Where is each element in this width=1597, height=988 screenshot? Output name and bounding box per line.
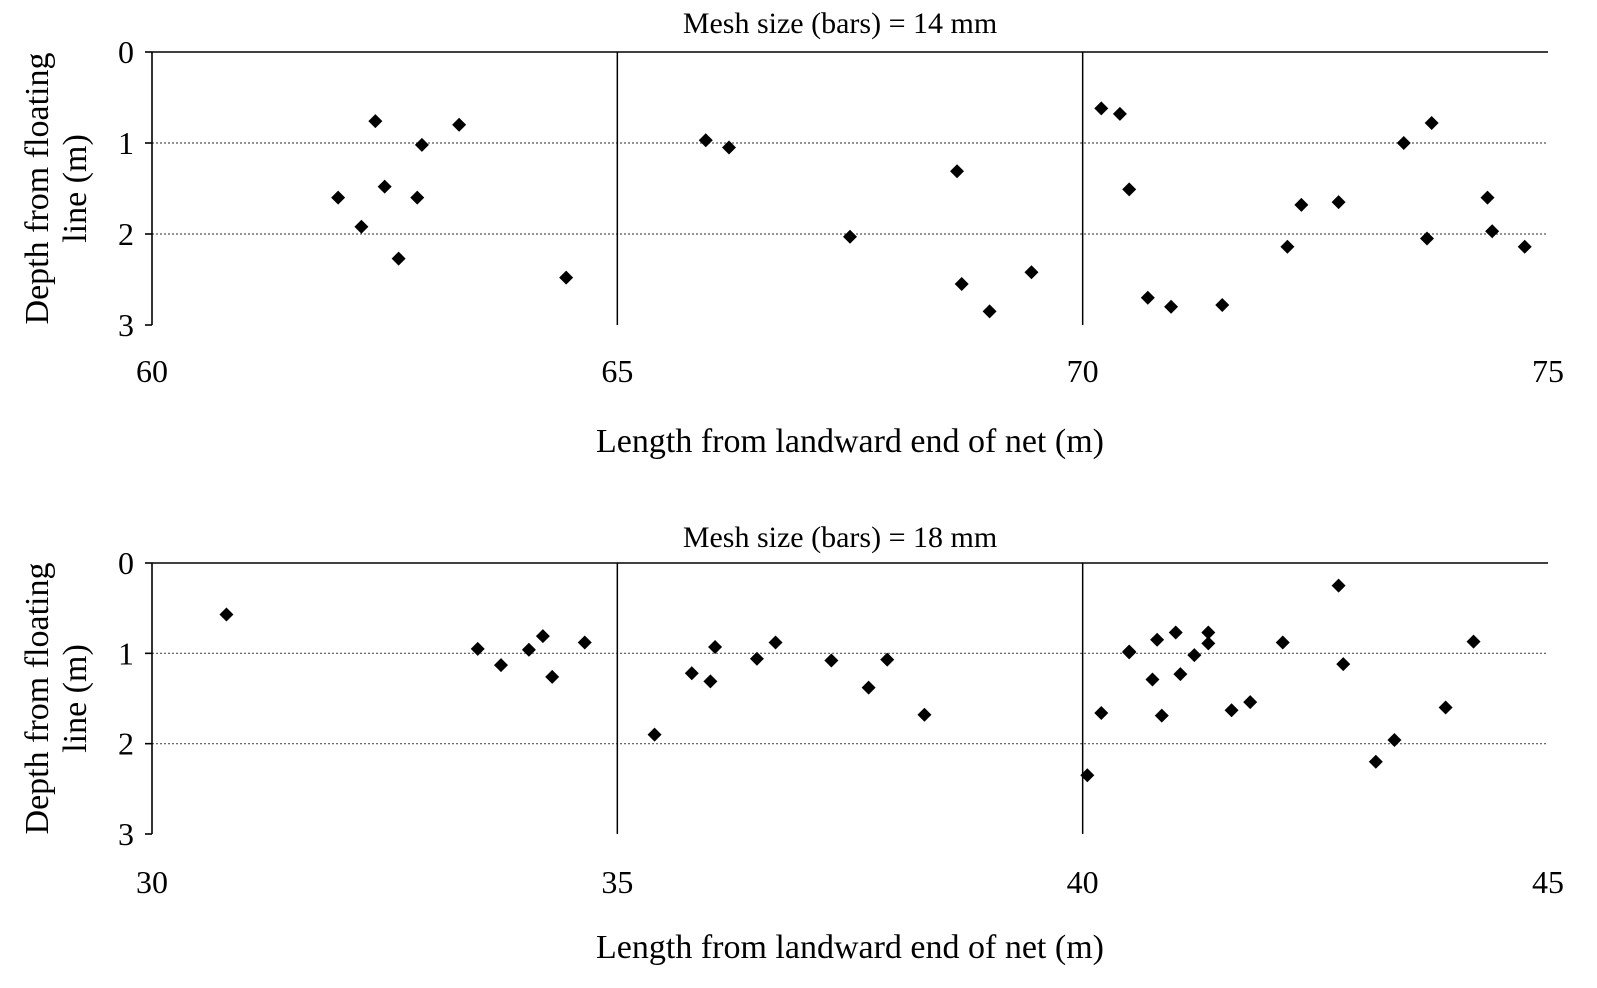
data-point	[1420, 231, 1435, 246]
data-point	[410, 190, 425, 205]
data-point	[494, 658, 508, 673]
data-point	[545, 669, 560, 684]
x-tick-label: 30	[136, 864, 168, 900]
data-point	[354, 219, 369, 234]
data-point	[1485, 224, 1500, 239]
y-axis-label: Depth from floating	[19, 563, 56, 835]
data-point	[521, 642, 536, 657]
data-point	[708, 640, 723, 655]
y-axis-label: line (m)	[57, 644, 94, 753]
data-point	[1024, 265, 1039, 280]
data-point	[1331, 195, 1346, 210]
data-point	[219, 607, 234, 622]
data-point	[414, 137, 429, 152]
data-point	[647, 727, 662, 742]
x-tick-label: 75	[1532, 353, 1564, 389]
data-point	[452, 117, 467, 132]
data-point	[950, 164, 965, 179]
x-tick-label: 70	[1067, 353, 1099, 389]
data-point	[917, 707, 932, 722]
data-point	[1517, 239, 1532, 254]
data-point	[1438, 700, 1453, 715]
data-point	[698, 133, 713, 148]
y-tick-label: 0	[118, 545, 134, 581]
data-point	[880, 652, 895, 667]
chart-title: Mesh size (bars) = 18 mm	[683, 521, 997, 554]
data-point	[1387, 733, 1402, 748]
data-point	[1396, 136, 1411, 150]
data-point	[1164, 299, 1179, 314]
y-tick-label: 3	[118, 307, 134, 343]
data-point	[1122, 645, 1137, 660]
data-point	[1122, 182, 1137, 197]
data-point	[1112, 106, 1127, 121]
data-point	[1201, 625, 1216, 640]
data-point	[470, 641, 485, 656]
data-point	[1145, 672, 1160, 687]
data-point	[1275, 635, 1290, 650]
data-point	[1140, 290, 1155, 305]
x-tick-label: 35	[601, 864, 633, 900]
x-tick-label: 60	[136, 353, 168, 389]
y-axis-label: Depth from floating	[19, 53, 56, 325]
y-tick-label: 0	[118, 34, 134, 70]
x-tick-label: 40	[1067, 864, 1099, 900]
x-axis-label: Length from landward end of net (m)	[596, 423, 1104, 460]
y-tick-label: 1	[118, 635, 134, 671]
data-point	[703, 674, 718, 689]
data-point	[1224, 703, 1239, 718]
data-point	[824, 653, 839, 668]
data-point	[954, 277, 969, 292]
data-point	[1150, 632, 1165, 647]
data-point	[577, 635, 592, 650]
data-point	[1424, 115, 1439, 130]
data-point	[1154, 708, 1169, 723]
data-point	[1480, 190, 1495, 205]
data-point	[377, 179, 392, 194]
x-tick-label: 45	[1532, 864, 1564, 900]
chart-title: Mesh size (bars) = 14 mm	[683, 7, 997, 40]
data-point	[982, 304, 997, 319]
data-point	[1331, 578, 1346, 593]
data-point	[1080, 768, 1095, 783]
data-point	[1201, 636, 1216, 651]
data-point	[331, 190, 346, 205]
data-point	[1187, 648, 1202, 663]
x-tick-label: 65	[601, 353, 633, 389]
data-point	[1280, 239, 1295, 254]
data-point	[1215, 297, 1230, 312]
data-point	[535, 629, 550, 644]
data-point	[843, 229, 857, 244]
data-point	[1094, 705, 1109, 720]
data-point	[749, 651, 764, 666]
data-point	[1168, 625, 1183, 640]
data-point	[1368, 754, 1383, 769]
x-axis-label: Length from landward end of net (m)	[596, 929, 1104, 966]
data-point	[861, 680, 876, 695]
panel-18mm: Mesh size (bars) = 18 mm 0 1 2 330 35 40 45 Leng…	[19, 521, 1564, 966]
panel-14mm: Mesh size (bars) = 14 mm 0 1 2 360 65 70 75 Leng…	[19, 7, 1564, 460]
data-point	[684, 666, 699, 681]
y-tick-label: 1	[118, 125, 134, 161]
data-point	[1336, 657, 1351, 672]
data-point	[391, 251, 406, 266]
data-point	[768, 635, 783, 650]
y-axis-label: line (m)	[57, 134, 94, 243]
data-point	[1466, 634, 1481, 649]
data-point	[559, 270, 574, 285]
data-point	[722, 140, 737, 155]
data-point	[1243, 695, 1258, 710]
y-tick-label: 2	[118, 216, 134, 252]
y-tick-label: 3	[118, 816, 134, 852]
data-point	[1094, 101, 1109, 116]
data-point	[1173, 667, 1188, 682]
y-tick-label: 2	[118, 726, 134, 762]
data-point	[368, 114, 383, 129]
data-point	[1294, 197, 1309, 212]
